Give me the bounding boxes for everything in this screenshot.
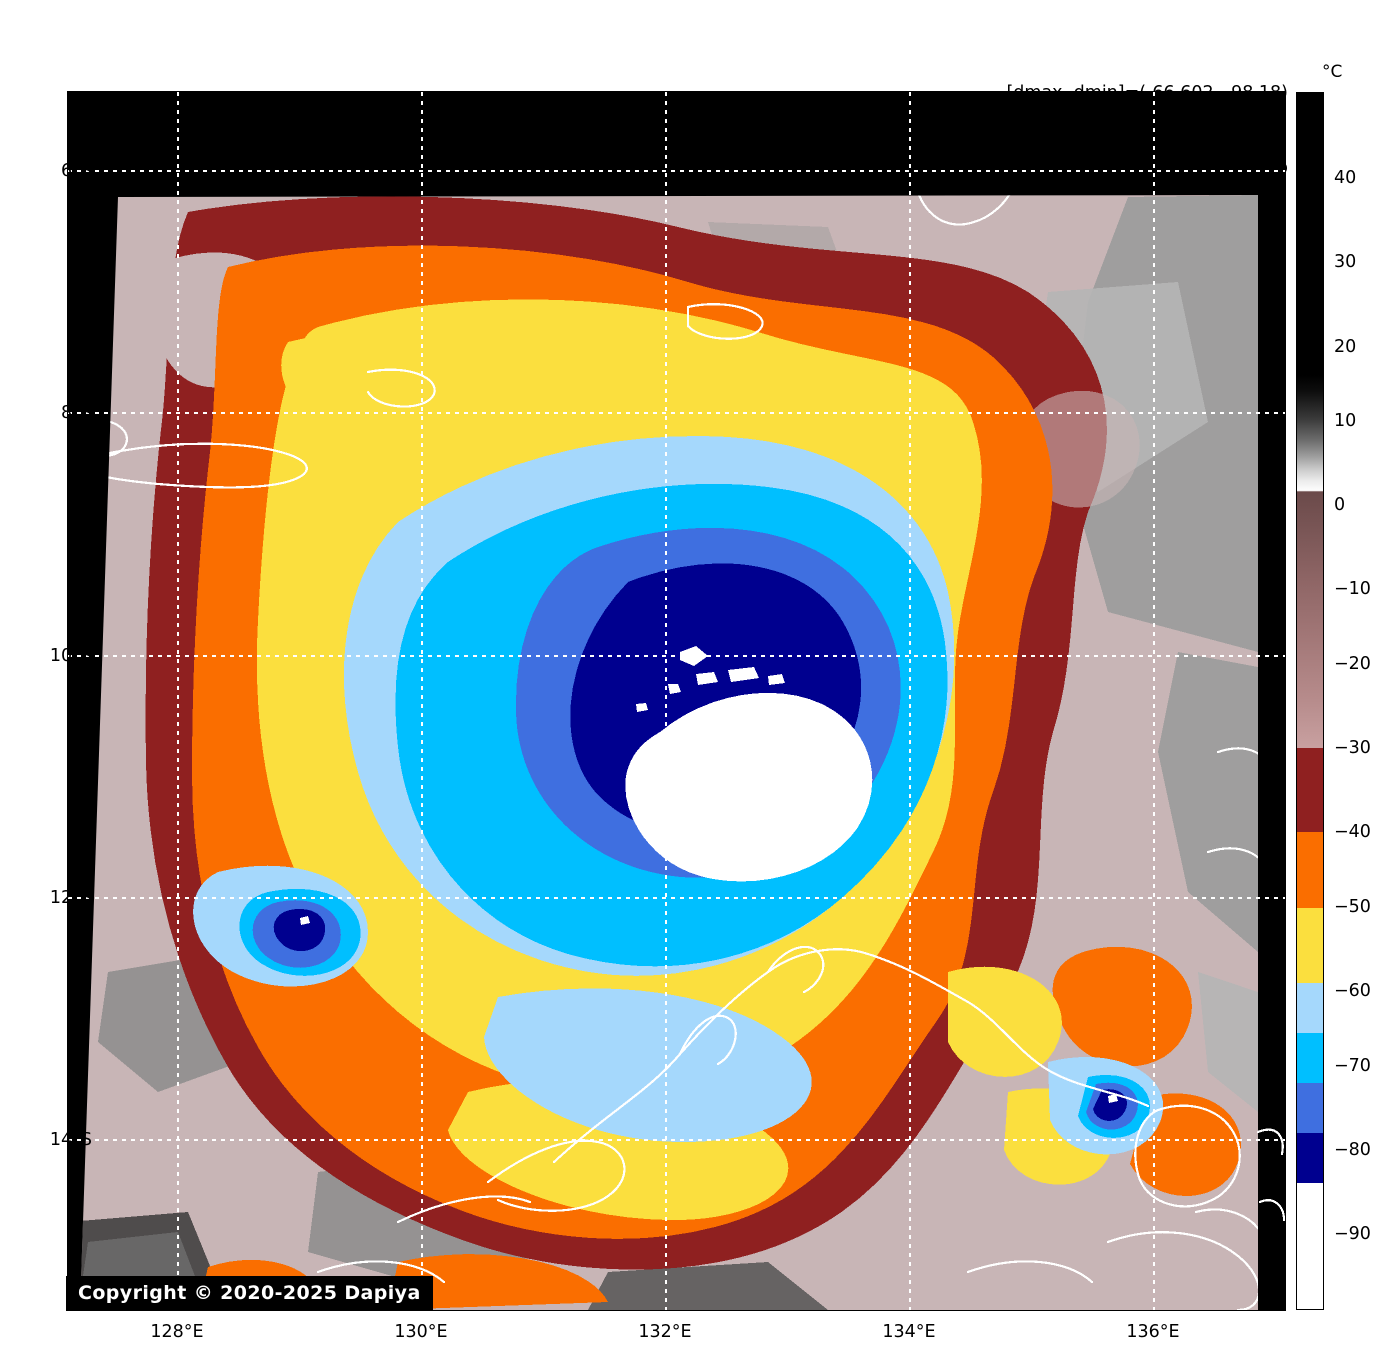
colorbar-band-light-blue bbox=[1297, 983, 1323, 1033]
gridline-132E bbox=[665, 92, 667, 1310]
colorbar-tick: 30 bbox=[1334, 252, 1357, 272]
colorbar-tick: −40 bbox=[1334, 822, 1371, 842]
ytick-label: 8°S bbox=[61, 403, 92, 423]
xtick-label: 134°E bbox=[882, 1322, 936, 1342]
colorbar-tick: 20 bbox=[1334, 337, 1357, 357]
colorbar-tick: −70 bbox=[1334, 1056, 1371, 1076]
colorbar-tick: −10 bbox=[1334, 579, 1371, 599]
ytick-label: 10°S bbox=[49, 646, 92, 666]
gridline-130E bbox=[421, 92, 423, 1310]
colorbar-band-white bbox=[1297, 1182, 1323, 1309]
gridline-14S bbox=[68, 1139, 1285, 1141]
colorbar-band-cyan bbox=[1297, 1032, 1323, 1083]
colorbar-tick: −60 bbox=[1334, 981, 1371, 1001]
gridline-128E bbox=[177, 92, 179, 1310]
satellite-infrared-imagery bbox=[80, 195, 1285, 1310]
colorbar-band-dark-red bbox=[1297, 748, 1323, 833]
colorbar-band-yellow bbox=[1297, 907, 1323, 984]
gridline-134E bbox=[909, 92, 911, 1310]
xtick-label: 128°E bbox=[150, 1322, 204, 1342]
gridline-8S bbox=[68, 412, 1285, 414]
colorbar-tick: −90 bbox=[1334, 1224, 1371, 1244]
colorbar-band-blue bbox=[1297, 1082, 1323, 1133]
gridline-12S bbox=[68, 897, 1285, 899]
colorbar-tick: −50 bbox=[1334, 897, 1371, 917]
colorbar-tick: 40 bbox=[1334, 168, 1357, 188]
ytick-label: 6°S bbox=[61, 161, 92, 181]
xtick-label: 132°E bbox=[638, 1322, 692, 1342]
gridline-136E bbox=[1153, 92, 1155, 1310]
copyright-notice: Copyright © 2020-2025 Dapiya bbox=[66, 1276, 433, 1311]
xtick-label: 130°E bbox=[394, 1322, 448, 1342]
colorbar-unit-label: °C bbox=[1322, 62, 1343, 82]
colorbar-tick: 0 bbox=[1334, 495, 1346, 515]
colorbar-tick: 10 bbox=[1334, 411, 1357, 431]
colorbar-tick: −30 bbox=[1334, 738, 1371, 758]
satellite-image-plot bbox=[68, 92, 1285, 1310]
colorbar-tick: −80 bbox=[1334, 1140, 1371, 1160]
colorbar bbox=[1296, 92, 1324, 1310]
ytick-label: 14°S bbox=[49, 1130, 92, 1150]
ytick-label: 12°S bbox=[49, 888, 92, 908]
gridline-10S bbox=[68, 655, 1285, 657]
gridline-6S bbox=[68, 170, 1285, 172]
colorbar-tick: −20 bbox=[1334, 654, 1371, 674]
colorbar-discrete-segments bbox=[1297, 93, 1323, 1309]
xtick-label: 136°E bbox=[1126, 1322, 1180, 1342]
colorbar-band-navy bbox=[1297, 1132, 1323, 1183]
colorbar-band-orange bbox=[1297, 832, 1323, 908]
